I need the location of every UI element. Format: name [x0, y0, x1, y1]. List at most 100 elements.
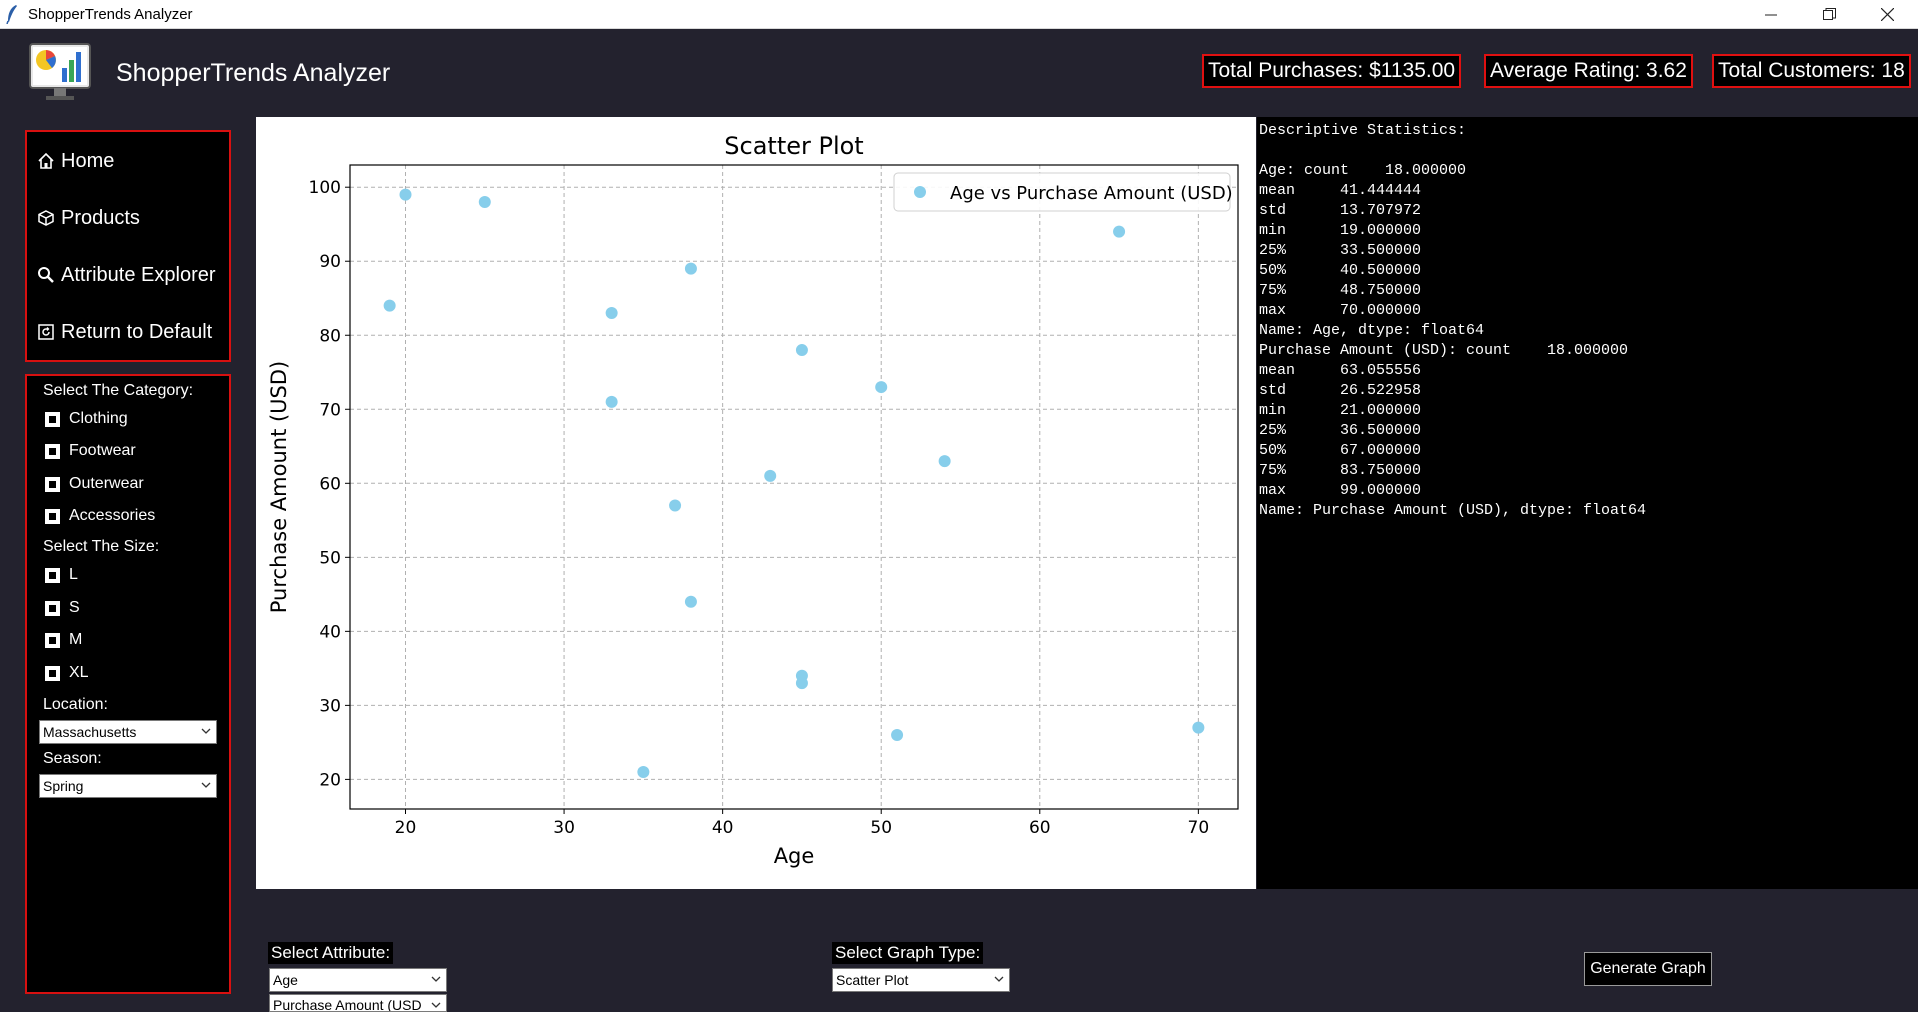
- category-option-label: Clothing: [69, 410, 128, 427]
- x-tick-label: 20: [395, 818, 417, 838]
- home-icon: [38, 152, 54, 169]
- data-point: [891, 728, 904, 741]
- y-tick-label: 70: [319, 400, 341, 420]
- close-button[interactable]: [1858, 0, 1916, 29]
- location-select[interactable]: Massachusetts: [39, 720, 217, 744]
- size-checkbox-s[interactable]: S: [45, 599, 80, 617]
- graph-type-select-value: Scatter Plot: [836, 972, 909, 988]
- nav-home[interactable]: Home: [37, 146, 114, 176]
- app-title: ShopperTrends Analyzer: [116, 59, 391, 87]
- data-point: [938, 455, 951, 468]
- total-purchases-badge: Total Purchases: $1135.00: [1202, 54, 1462, 88]
- nav-products[interactable]: Products: [37, 203, 140, 233]
- nav-attribute-explorer[interactable]: Attribute Explorer: [37, 260, 216, 290]
- data-point: [1192, 721, 1205, 734]
- y-tick-label: 80: [319, 326, 341, 346]
- y-tick-label: 20: [319, 770, 341, 790]
- size-checkbox-m[interactable]: M: [45, 631, 82, 649]
- total-customers-badge: Total Customers: 18: [1712, 54, 1911, 88]
- category-checkbox-accessories[interactable]: Accessories: [45, 507, 155, 525]
- category-label: Select The Category:: [43, 382, 194, 399]
- location-label: Location:: [43, 696, 108, 713]
- minimize-icon: [1765, 14, 1777, 15]
- attribute-select-1-value: Age: [273, 972, 298, 988]
- chevron-down-icon: [431, 976, 441, 982]
- nav-return-to-default-label: Return to Default: [61, 320, 213, 343]
- size-option-label: L: [69, 566, 78, 583]
- data-point: [383, 299, 396, 312]
- y-tick-label: 40: [319, 622, 341, 642]
- descriptive-statistics-text: Descriptive Statistics: Age: count 18.00…: [1259, 122, 1647, 519]
- x-tick-label: 30: [553, 818, 575, 838]
- chart-canvas: 20 30 40 50 60 70 20 30 40 50 60 70 80 90 100 Scatter P…: [256, 117, 1256, 889]
- location-select-value: Massachusetts: [43, 724, 137, 740]
- y-tick-label: 30: [319, 696, 341, 716]
- x-axis-label: Age: [774, 844, 815, 868]
- checkbox-icon: [45, 508, 60, 524]
- graph-type-select[interactable]: Scatter Plot: [832, 968, 1010, 992]
- y-tick-label: 90: [319, 252, 341, 272]
- season-select-value: Spring: [43, 778, 84, 794]
- magnifier-icon: [38, 267, 54, 283]
- navigation-panel: Home Products Attribute Explorer Return …: [25, 130, 231, 362]
- feather-icon: [6, 5, 17, 24]
- data-point: [875, 381, 888, 394]
- data-point: [684, 262, 697, 275]
- size-checkbox-l[interactable]: L: [45, 566, 78, 584]
- x-tick-label: 40: [712, 818, 734, 838]
- chevron-down-icon: [994, 976, 1004, 982]
- data-point: [795, 344, 808, 357]
- checkbox-icon: [45, 443, 60, 459]
- x-tick-label: 50: [870, 818, 892, 838]
- data-point: [605, 395, 618, 408]
- category-option-label: Accessories: [69, 507, 156, 524]
- restore-button[interactable]: [1800, 0, 1858, 29]
- nav-home-label: Home: [61, 149, 115, 172]
- category-option-label: Footwear: [69, 442, 136, 459]
- attribute-select-2[interactable]: Purchase Amount (USD: [269, 994, 447, 1012]
- generate-graph-button[interactable]: Generate Graph: [1584, 952, 1712, 986]
- size-checkbox-xl[interactable]: XL: [45, 664, 89, 682]
- reset-icon: [38, 324, 54, 340]
- data-point: [669, 499, 682, 512]
- y-tick-label: 60: [319, 474, 341, 494]
- checkbox-icon: [45, 665, 60, 681]
- plot-frame: [349, 164, 1239, 810]
- size-label: Select The Size:: [43, 538, 160, 555]
- average-rating-badge: Average Rating: 3.62: [1484, 54, 1693, 88]
- scatter-chart: 20 30 40 50 60 70 20 30 40 50 60 70 80 90 100 Scatter P…: [267, 132, 1239, 868]
- nav-return-to-default[interactable]: Return to Default: [37, 317, 212, 347]
- filter-panel: Select The Category: Clothing Footwear O…: [25, 374, 231, 994]
- checkbox-icon: [45, 476, 60, 492]
- data-point: [1113, 225, 1126, 238]
- attribute-select-1[interactable]: Age: [269, 968, 447, 992]
- statistics-panel: Descriptive Statistics: Age: count 18.00…: [1257, 117, 1918, 889]
- restore-icon: [1822, 8, 1836, 20]
- select-attribute-label: Select Attribute:: [268, 942, 394, 964]
- category-checkbox-footwear[interactable]: Footwear: [45, 442, 136, 460]
- minimize-button[interactable]: [1742, 0, 1800, 29]
- attribute-select-2-value: Purchase Amount (USD: [273, 997, 422, 1012]
- app-header: ShopperTrends Analyzer Total Purchases: …: [0, 30, 1918, 116]
- window-titlebar: ShopperTrends Analyzer: [0, 0, 1918, 29]
- y-axis-label: Purchase Amount (USD): [267, 361, 291, 614]
- size-option-label: S: [69, 599, 80, 616]
- data-point: [478, 196, 491, 209]
- season-label: Season:: [43, 750, 102, 767]
- nav-products-label: Products: [61, 206, 140, 229]
- y-tick-label: 50: [319, 548, 341, 568]
- category-option-label: Outerwear: [69, 475, 144, 492]
- checkbox-icon: [45, 600, 60, 616]
- season-select[interactable]: Spring: [39, 774, 217, 798]
- category-checkbox-clothing[interactable]: Clothing: [45, 410, 128, 428]
- data-point: [684, 595, 697, 608]
- category-checkbox-outerwear[interactable]: Outerwear: [45, 475, 144, 493]
- chevron-down-icon: [431, 1002, 441, 1008]
- checkbox-icon: [45, 411, 60, 427]
- select-graph-type-label: Select Graph Type:: [832, 942, 984, 964]
- size-option-label: M: [69, 631, 83, 648]
- data-point: [399, 188, 412, 201]
- chart-title: Scatter Plot: [724, 132, 863, 160]
- data-point: [764, 469, 777, 482]
- legend-box: [893, 172, 1231, 212]
